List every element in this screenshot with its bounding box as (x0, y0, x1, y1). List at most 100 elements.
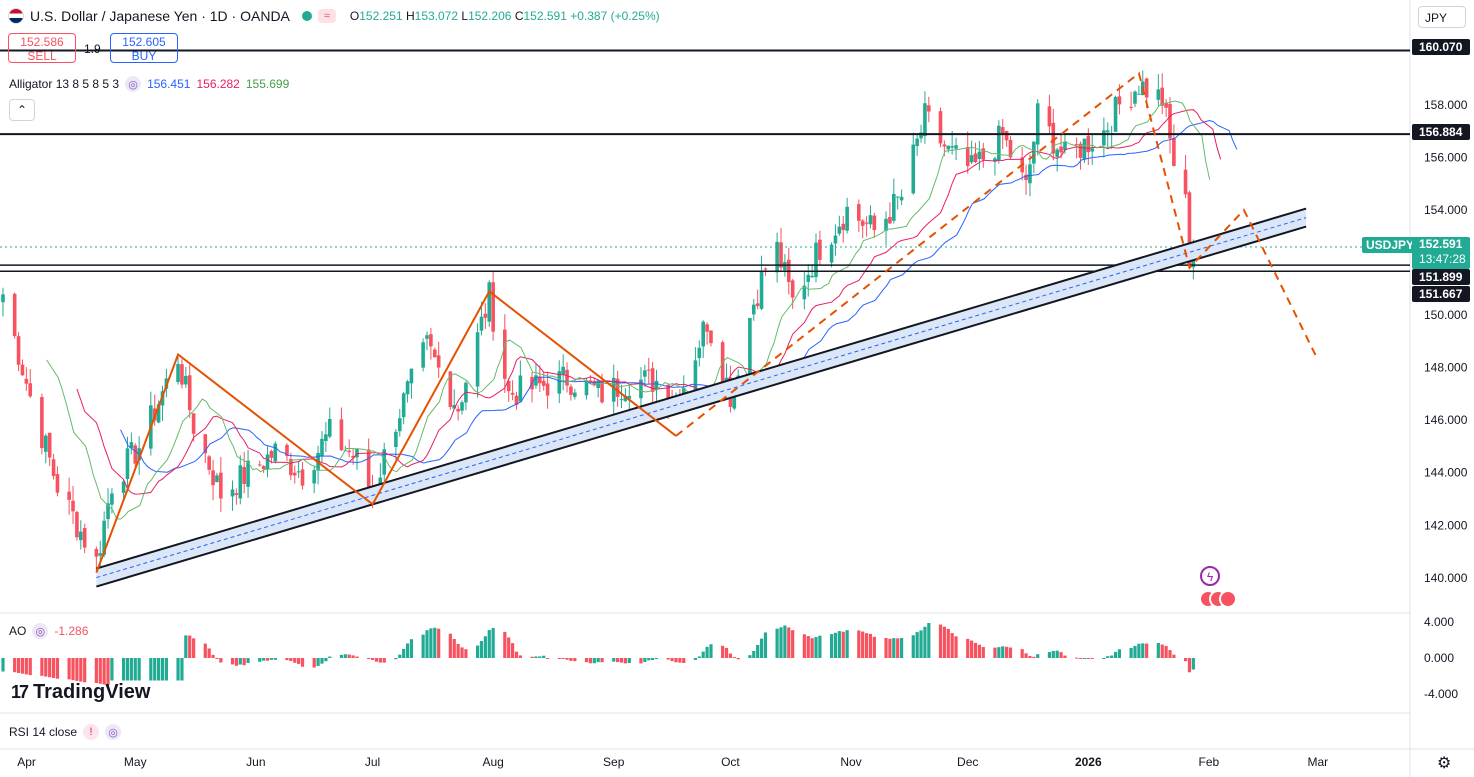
collapse-legend-button[interactable]: ⌃ (9, 99, 35, 121)
candle (405, 379, 410, 403)
candle-body (421, 342, 425, 368)
rsi-settings-icon[interactable]: ◎ (105, 724, 122, 740)
ao-bar (207, 648, 211, 658)
ao-bar (973, 642, 978, 658)
ao-bar (316, 658, 320, 666)
ao-bar (896, 638, 900, 658)
candle-body (300, 469, 305, 486)
candle-body (1137, 93, 1141, 95)
candle-body (538, 376, 542, 384)
ao-bar (425, 630, 429, 658)
candle (269, 449, 274, 464)
ao-bar (125, 658, 130, 681)
ao-bar (845, 630, 849, 658)
candle-body (557, 371, 562, 394)
high-value: 153.072 (414, 9, 459, 23)
candle (927, 96, 931, 123)
candle-body (1090, 148, 1094, 152)
candle-body (1055, 149, 1059, 157)
indicator-settings-icon[interactable]: ◎ (125, 76, 142, 92)
ao-bar (293, 658, 297, 663)
buy-button[interactable]: 152.605 BUY (110, 33, 178, 63)
ao-bar (791, 630, 795, 658)
alligator-lips-line (46, 100, 1211, 520)
current-price: 152.591 (1419, 237, 1463, 251)
candle (1, 287, 5, 317)
candle (818, 230, 822, 265)
candle-body (1032, 141, 1036, 164)
ao-bar (479, 641, 484, 658)
ao-bar (421, 634, 425, 658)
candle-body (1172, 137, 1176, 166)
chart-header: U.S. Dollar / Japanese Yen · 1D · OANDA … (8, 8, 660, 24)
candle (965, 131, 970, 174)
ao-bar (460, 647, 464, 658)
candle (184, 366, 188, 388)
ao-bar (814, 637, 818, 658)
candle-body (1047, 106, 1052, 127)
ao-legend[interactable]: AO ◎ -1.286 (9, 623, 88, 639)
ao-bar (28, 658, 32, 676)
ao-bar (666, 658, 670, 660)
sell-button[interactable]: 152.586 SELL (8, 33, 76, 63)
alert-icon[interactable]: ! (83, 724, 100, 740)
candle (436, 341, 441, 378)
ao-bar (981, 646, 985, 658)
ao-bar (775, 628, 779, 658)
gear-icon[interactable]: ⚙ (1437, 755, 1452, 772)
news-flags[interactable] (1199, 590, 1237, 608)
candle (94, 546, 99, 572)
alligator-legend[interactable]: Alligator 13 8 5 8 5 3 ◎ 156.451 156.282… (9, 76, 289, 92)
ao-bar (833, 632, 838, 658)
y-tick-label: 150.000 (1424, 308, 1468, 322)
candle (814, 233, 818, 283)
symbol-title[interactable]: U.S. Dollar / Japanese Yen · 1D · OANDA (30, 8, 290, 24)
candle-body (666, 384, 670, 410)
candle (806, 264, 811, 297)
candle-body (1082, 138, 1087, 159)
data-icon[interactable]: ≈ (317, 9, 336, 23)
candle (409, 368, 414, 399)
candle-body (806, 274, 811, 282)
ao-bar (320, 658, 324, 664)
candle (802, 270, 807, 310)
candle-body (28, 383, 33, 397)
candle-body (191, 413, 196, 434)
ao-histogram (1, 623, 1195, 686)
candle-body (432, 349, 437, 358)
candle (514, 391, 519, 410)
candle-body (121, 481, 126, 493)
candle-body (709, 330, 713, 344)
candle (1074, 137, 1079, 159)
candle-body (506, 381, 511, 392)
ao-bar (584, 658, 589, 663)
ao-settings-icon[interactable]: ◎ (32, 623, 49, 639)
ao-bar (1020, 649, 1024, 658)
candle (79, 520, 83, 550)
ao-bar (394, 658, 398, 660)
ao-bar (452, 639, 456, 658)
currency-select[interactable]: JPY (1418, 6, 1466, 28)
ao-bar (157, 658, 161, 681)
candle (261, 465, 266, 474)
alligator-jaw-line (120, 119, 1238, 473)
x-tick-label: Oct (721, 755, 740, 769)
countdown: 13:47:28 (1419, 252, 1466, 266)
ao-bar (1090, 658, 1094, 659)
candle (884, 211, 888, 246)
ao-bar (763, 632, 768, 658)
channel-upper-line (96, 207, 1307, 570)
ao-bar (721, 645, 725, 658)
economic-event-icon[interactable]: ϟ (1200, 566, 1220, 586)
rsi-legend[interactable]: RSI 14 close ! ◎ (9, 724, 122, 740)
ao-bar (71, 658, 75, 681)
ao-bar (79, 658, 83, 682)
ao-bar (810, 638, 814, 658)
candle-body (573, 392, 577, 397)
alligator-teeth-line (76, 109, 1222, 495)
candle-body (1144, 78, 1149, 98)
candle-body (802, 285, 807, 300)
ao-bar (557, 658, 561, 659)
ao-bar (643, 658, 647, 663)
